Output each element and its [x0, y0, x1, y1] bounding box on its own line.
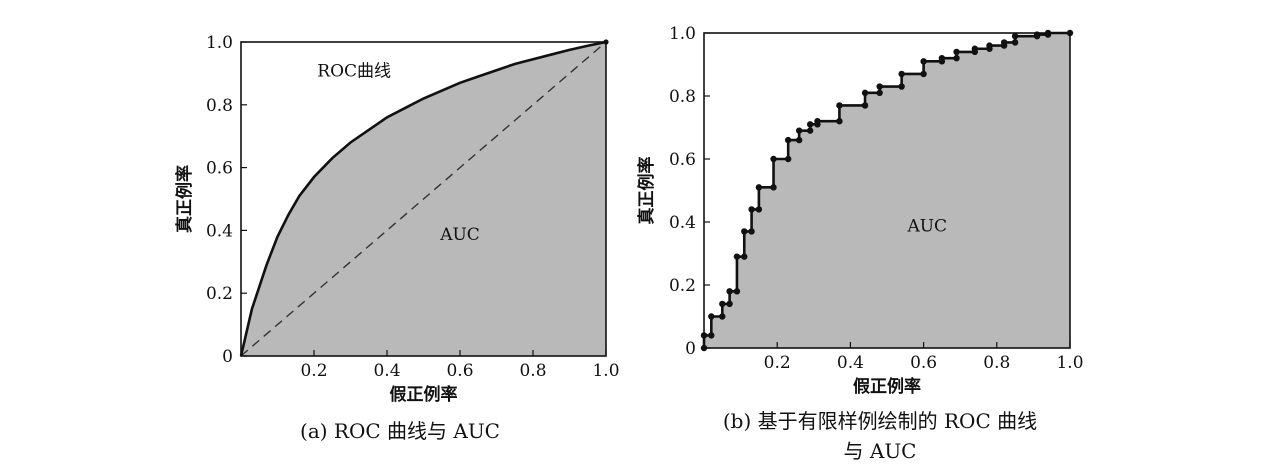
roc-point [953, 55, 960, 62]
roc-point [748, 228, 755, 235]
roc-point [770, 184, 777, 191]
x-tick-label: 0.6 [446, 361, 473, 381]
roc-curve-label: ROC曲线 [317, 62, 391, 82]
y-tick-label: 0.8 [206, 96, 233, 116]
x-axis-title: 假正例率 [853, 376, 921, 397]
y-tick-label: 1.0 [206, 33, 233, 53]
roc-point [1011, 39, 1019, 46]
roc-point [784, 155, 792, 163]
roc-point [814, 118, 821, 125]
roc-point [861, 102, 869, 109]
roc-point [726, 300, 733, 308]
chart-a: 0.2 0.4 0.6 0.8 1.0 0 0.2 0.4 0.6 0.8 1.0 假正例率 真正例率 R… [174, 33, 620, 405]
roc-point [741, 228, 748, 235]
roc-point [920, 70, 927, 78]
y-tick-label: 0.8 [669, 87, 696, 107]
x-axis-title: 假正例率 [390, 384, 458, 405]
x-tick-label: 0.8 [983, 353, 1010, 373]
roc-point [898, 70, 905, 78]
roc-point [755, 184, 763, 191]
y-axis-title: 真正例率 [636, 157, 657, 225]
x-tick-label: 1.0 [592, 361, 619, 381]
auc-label: AUC [906, 216, 947, 236]
roc-point [861, 89, 869, 97]
caption-a: (a) ROC 曲线与 AUC [300, 419, 500, 443]
roc-point [920, 58, 927, 65]
y-tick-label: 0.2 [206, 284, 233, 304]
x-tick-label: 0.6 [910, 353, 937, 373]
roc-point [938, 55, 946, 62]
roc-point [1011, 32, 1019, 40]
roc-point [806, 127, 814, 134]
x-tick-label: 0.2 [764, 353, 791, 373]
x-tick-label: 0.2 [300, 361, 327, 381]
roc-point [733, 253, 741, 260]
roc-curve-line [239, 40, 607, 357]
plot-frame [240, 41, 607, 357]
random-guess-diagonal [240, 41, 607, 357]
roc-point [971, 45, 979, 52]
auc-area [704, 33, 1070, 348]
auc-label: AUC [439, 225, 480, 245]
x-tick-label: 0.4 [373, 361, 400, 381]
roc-point [755, 206, 763, 213]
roc-point [795, 136, 803, 144]
roc-point [953, 48, 960, 56]
roc-point [876, 83, 883, 90]
y-tick-label: 0 [685, 339, 696, 359]
y-tick-label: 0.4 [669, 213, 696, 233]
x-tick-label: 1.0 [1056, 353, 1083, 373]
plot-frame [703, 32, 1071, 349]
roc-point [986, 42, 993, 49]
roc-point [770, 155, 777, 163]
roc-point [719, 300, 726, 308]
y-tick-label: 0.4 [206, 221, 233, 241]
roc-point [726, 288, 733, 295]
roc-point [741, 253, 748, 260]
roc-point [876, 89, 883, 97]
caption-b-line1: (b) 基于有限样例绘制的 ROC 曲线 [723, 409, 1037, 433]
roc-point [836, 102, 843, 109]
chart-b: 0.2 0.4 0.6 0.8 1.0 0 0.2 0.4 0.6 0.8 1.0 假正例率 真正例率 A… [636, 24, 1084, 397]
roc-point [795, 127, 803, 134]
y-tick-label: 0.6 [206, 159, 233, 179]
y-tick-label: 1.0 [669, 24, 696, 44]
roc-point [708, 332, 715, 339]
roc-point [898, 83, 905, 90]
roc-point [784, 136, 792, 144]
x-tick-label: 0.8 [519, 361, 546, 381]
roc-point [733, 288, 741, 295]
y-tick-label: 0.2 [669, 276, 696, 296]
y-axis-title: 真正例率 [174, 165, 195, 233]
roc-point [719, 313, 726, 320]
y-tick-label: 0.6 [669, 150, 696, 170]
y-tick-label: 0 [222, 347, 233, 367]
roc-point [708, 313, 715, 320]
roc-point [806, 121, 814, 128]
roc-point [1000, 39, 1008, 46]
caption-b-line2: 与 AUC [844, 439, 917, 463]
x-tick-label: 0.4 [837, 353, 864, 373]
roc-point [836, 118, 843, 125]
roc-point [748, 206, 755, 213]
